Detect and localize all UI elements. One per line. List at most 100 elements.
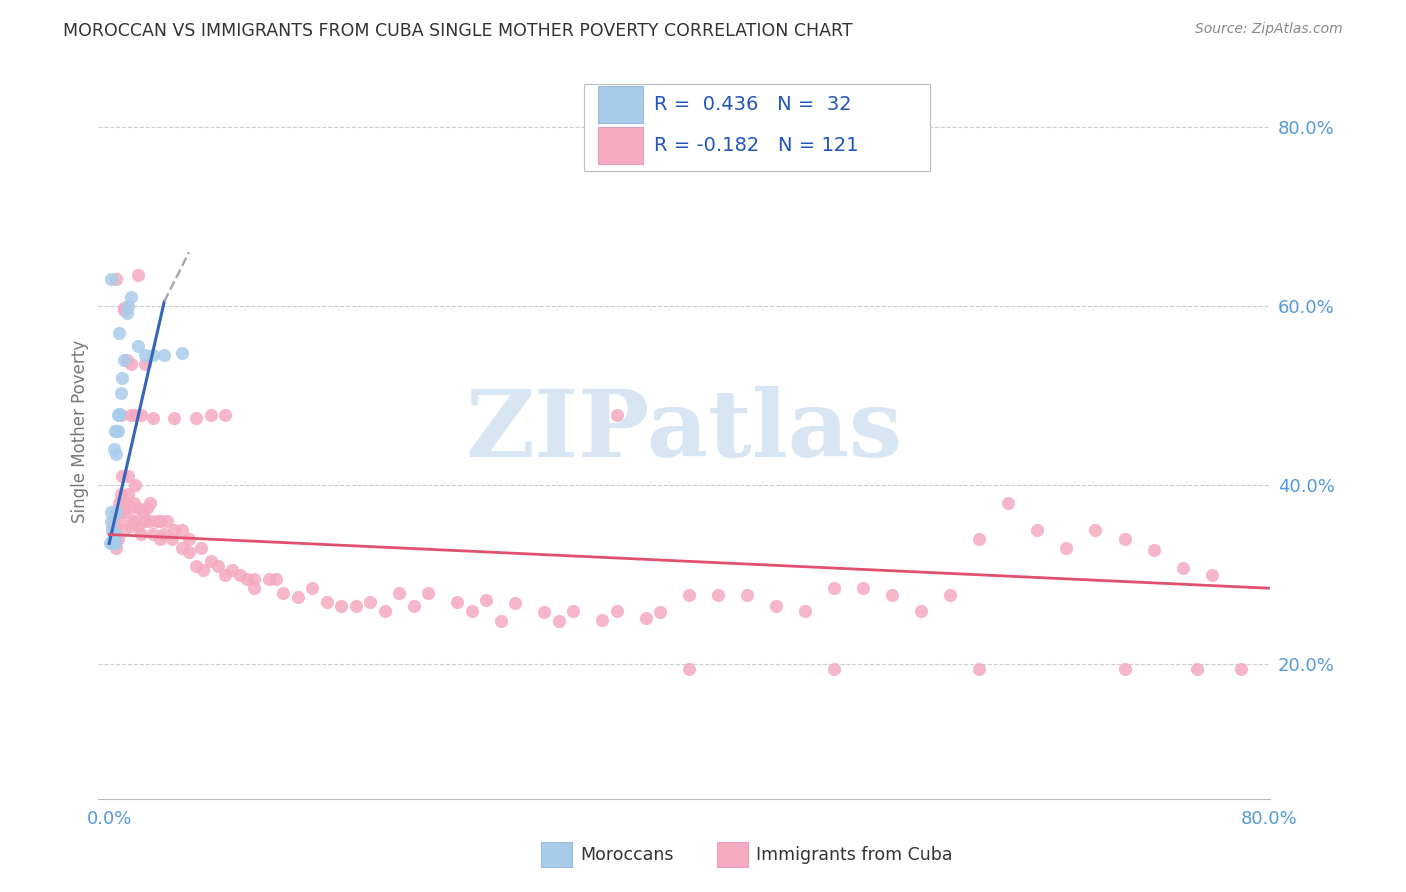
Point bbox=[153, 348, 176, 362]
Point bbox=[103, 514, 125, 528]
Point bbox=[108, 326, 131, 340]
Point bbox=[344, 599, 367, 614]
Point bbox=[105, 532, 128, 546]
Point bbox=[1229, 662, 1251, 676]
Point bbox=[120, 500, 142, 515]
Point bbox=[127, 339, 149, 353]
Point bbox=[121, 514, 143, 528]
Point bbox=[228, 567, 250, 582]
Point bbox=[122, 496, 145, 510]
Point bbox=[533, 606, 555, 620]
Point bbox=[112, 505, 135, 519]
Point bbox=[108, 407, 131, 421]
Point bbox=[127, 268, 149, 282]
Point bbox=[103, 442, 125, 457]
Point bbox=[120, 409, 142, 423]
Point bbox=[103, 527, 125, 541]
Point bbox=[678, 588, 700, 602]
Point bbox=[969, 662, 991, 676]
Point bbox=[153, 527, 176, 541]
Point bbox=[149, 532, 172, 546]
Point bbox=[489, 615, 512, 629]
Point bbox=[111, 469, 134, 483]
Point bbox=[101, 532, 124, 546]
Point bbox=[177, 545, 200, 559]
Point bbox=[135, 500, 157, 515]
Point bbox=[108, 407, 131, 421]
Point bbox=[402, 599, 425, 614]
FancyBboxPatch shape bbox=[598, 87, 643, 123]
Text: Immigrants from Cuba: Immigrants from Cuba bbox=[756, 846, 953, 863]
Point bbox=[108, 514, 131, 528]
Point bbox=[707, 588, 730, 602]
Point bbox=[104, 527, 127, 541]
Text: Moroccans: Moroccans bbox=[581, 846, 675, 863]
Point bbox=[207, 558, 229, 573]
Point bbox=[103, 532, 125, 546]
Point bbox=[107, 409, 129, 423]
Point bbox=[124, 514, 146, 528]
Point bbox=[170, 541, 193, 555]
Point bbox=[105, 505, 128, 519]
Point bbox=[110, 505, 132, 519]
Point bbox=[287, 591, 309, 605]
Text: Source: ZipAtlas.com: Source: ZipAtlas.com bbox=[1195, 22, 1343, 37]
Point bbox=[117, 469, 139, 483]
Point bbox=[634, 611, 657, 625]
Point bbox=[127, 500, 149, 515]
Point bbox=[1171, 560, 1194, 574]
Point bbox=[117, 487, 139, 501]
Point bbox=[150, 514, 173, 528]
Point bbox=[243, 572, 266, 586]
Point bbox=[104, 523, 127, 537]
Point bbox=[200, 409, 222, 423]
Point bbox=[170, 523, 193, 537]
Point bbox=[264, 572, 287, 586]
Point bbox=[388, 586, 411, 600]
Point bbox=[146, 514, 169, 528]
Point bbox=[142, 411, 165, 425]
Point bbox=[112, 523, 135, 537]
Point bbox=[475, 593, 498, 607]
Point bbox=[939, 588, 962, 602]
Point bbox=[823, 662, 845, 676]
Point bbox=[105, 272, 128, 286]
Point bbox=[115, 352, 138, 367]
Point bbox=[461, 604, 484, 618]
Point bbox=[200, 554, 222, 568]
Point bbox=[101, 536, 124, 550]
Point bbox=[139, 496, 162, 510]
Point bbox=[177, 532, 200, 546]
Point bbox=[257, 572, 280, 586]
Point bbox=[1084, 523, 1107, 537]
Point bbox=[765, 599, 787, 614]
Point bbox=[115, 306, 138, 320]
Point bbox=[104, 536, 127, 550]
Point bbox=[120, 290, 142, 304]
Point bbox=[1142, 542, 1164, 557]
Point bbox=[190, 541, 212, 555]
Point bbox=[112, 301, 135, 315]
Point bbox=[105, 425, 128, 439]
Point bbox=[214, 567, 236, 582]
Point bbox=[823, 581, 845, 595]
Point bbox=[107, 532, 129, 546]
Text: R = -0.182   N = 121: R = -0.182 N = 121 bbox=[654, 136, 859, 155]
Point bbox=[315, 595, 337, 609]
Point bbox=[163, 411, 186, 425]
Point bbox=[1114, 662, 1136, 676]
Point bbox=[105, 447, 128, 461]
Point bbox=[100, 272, 122, 286]
Point bbox=[142, 348, 165, 362]
Point bbox=[418, 586, 440, 600]
Text: ZIPatlas: ZIPatlas bbox=[465, 386, 903, 476]
Point bbox=[170, 345, 193, 359]
Point bbox=[142, 527, 165, 541]
Point bbox=[100, 505, 122, 519]
Point bbox=[446, 595, 468, 609]
Point bbox=[105, 541, 128, 555]
Point bbox=[186, 558, 208, 573]
Point bbox=[134, 357, 156, 371]
Point bbox=[243, 581, 266, 595]
Point bbox=[124, 478, 146, 492]
